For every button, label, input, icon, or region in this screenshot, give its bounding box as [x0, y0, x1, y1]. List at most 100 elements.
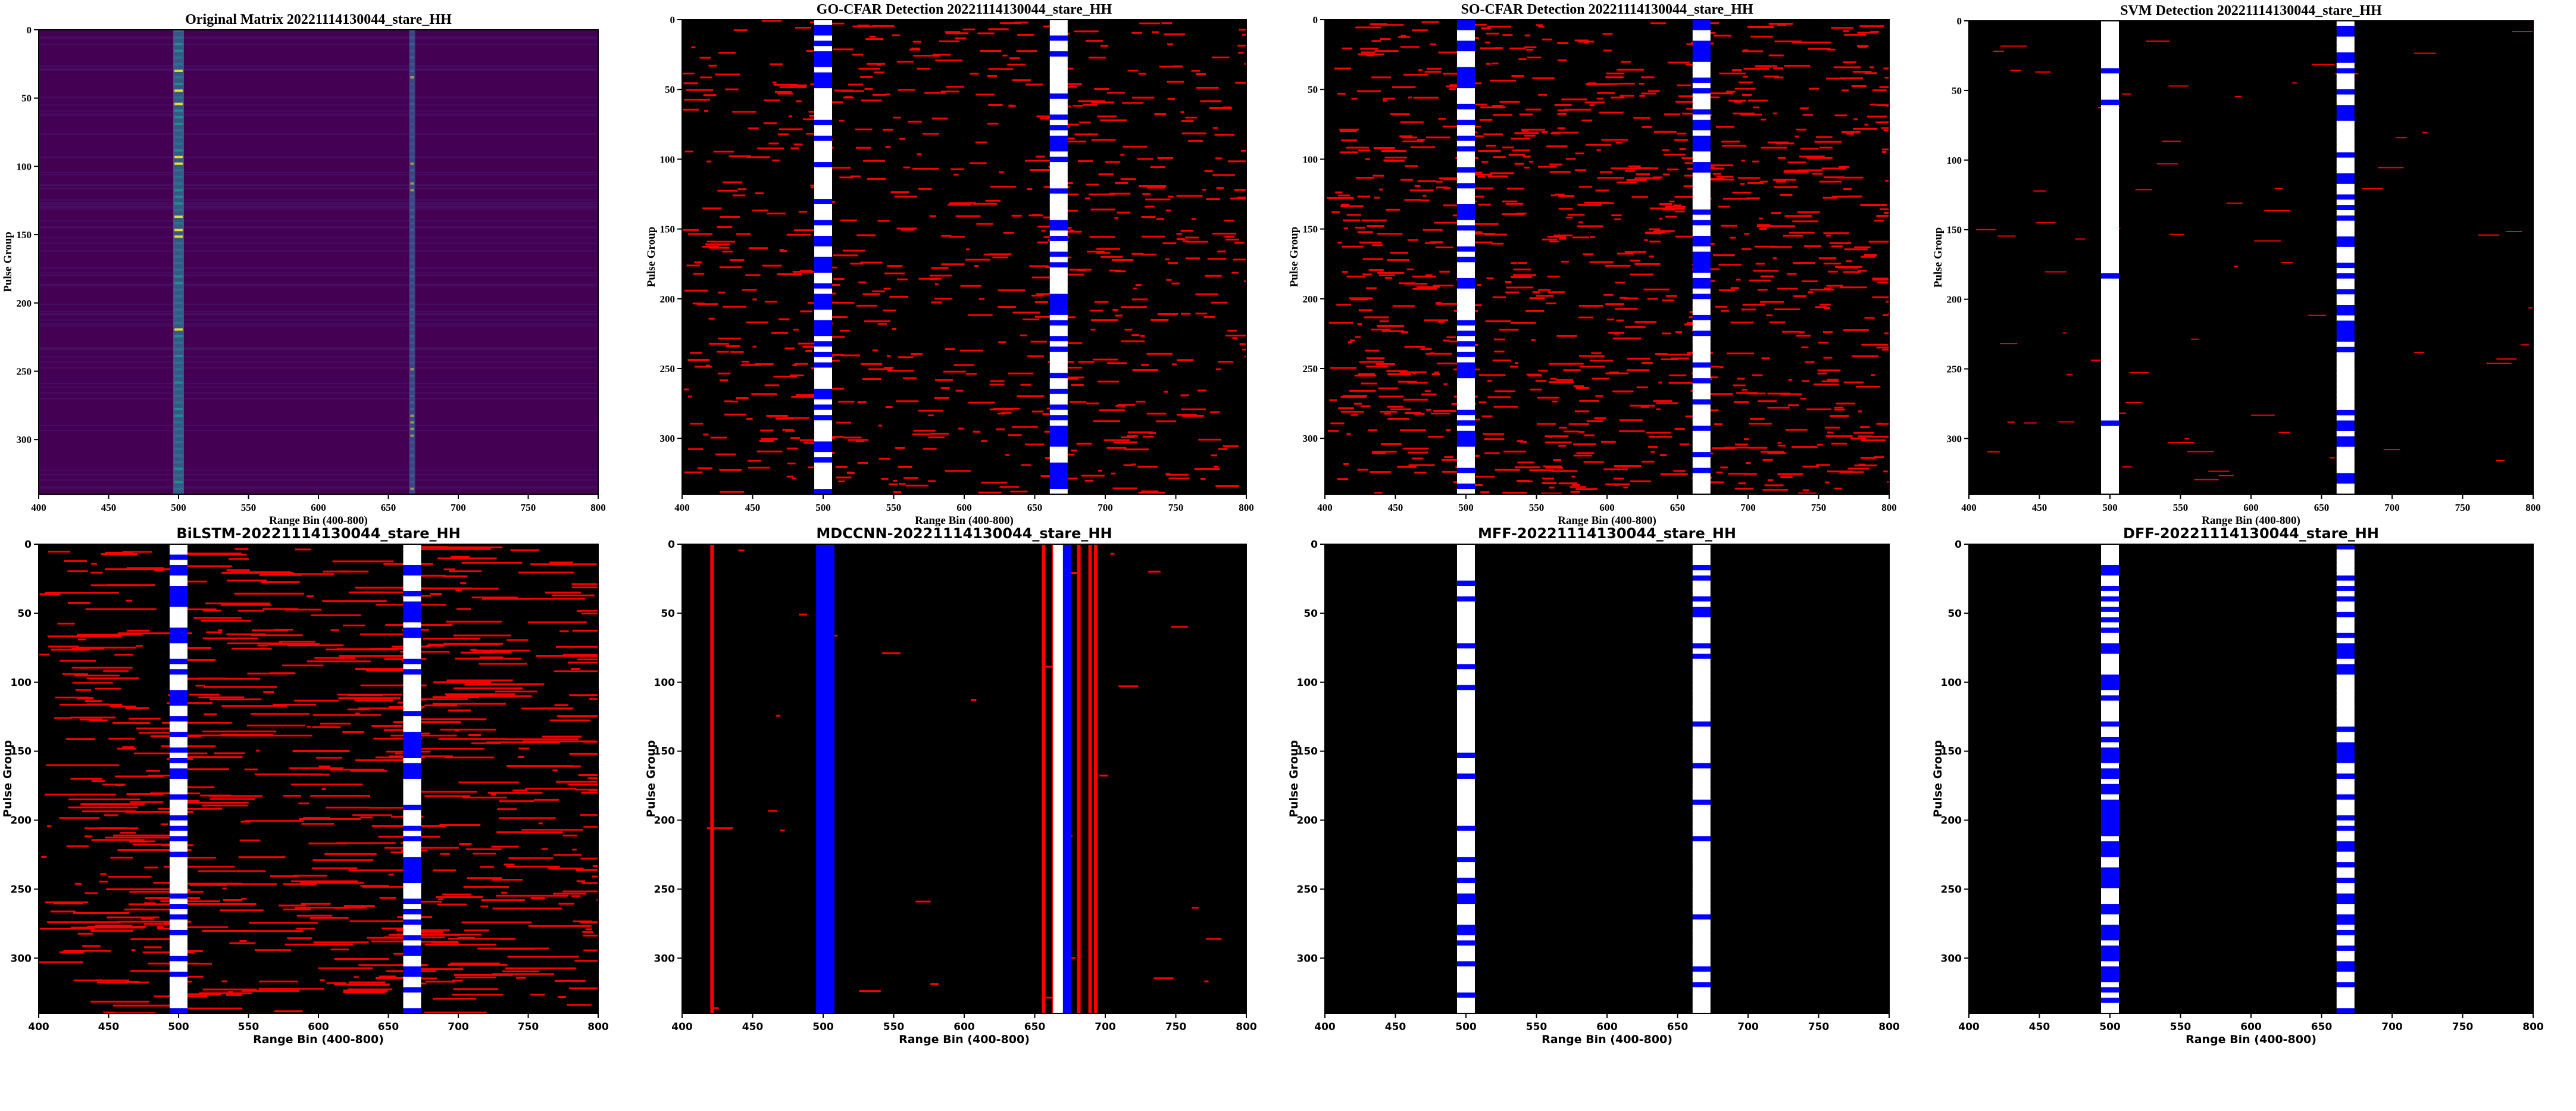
detected-target-cell	[1457, 831, 1475, 837]
false-alarm-mark	[1383, 159, 1394, 161]
target-cell	[174, 142, 183, 145]
false-alarm-mark	[1761, 357, 1770, 360]
false-alarm-mark	[1843, 188, 1852, 191]
false-alarm-mark	[877, 323, 887, 325]
false-alarm-mark	[421, 747, 484, 750]
detected-target-cell	[2336, 804, 2355, 811]
false-alarm-mark	[1524, 167, 1530, 169]
missed-target-cell	[1457, 925, 1475, 931]
detected-target-cell	[1692, 779, 1711, 785]
false-alarm-mark	[1445, 429, 1451, 431]
detected-target-cell	[403, 1003, 421, 1009]
false-alarm-mark	[1205, 274, 1222, 277]
false-alarm-mark	[790, 437, 801, 439]
x-axis-label: Range Bin (400-800)	[269, 514, 368, 527]
false-alarm-mark	[1558, 195, 1575, 197]
missed-target-cell	[814, 394, 832, 400]
detected-target-cell	[814, 473, 832, 479]
false-alarm-mark	[1858, 270, 1867, 272]
false-alarm-mark	[74, 882, 82, 885]
false-alarm-mark	[326, 982, 347, 984]
false-alarm-mark	[1227, 160, 1246, 163]
detected-target-cell	[1457, 560, 1475, 566]
false-alarm-mark	[1036, 115, 1056, 117]
false-alarm-mark	[545, 591, 582, 594]
false-alarm-mark	[1358, 149, 1371, 152]
false-alarm-mark	[581, 882, 598, 884]
false-alarm-mark	[257, 644, 269, 647]
false-alarm-mark	[1854, 464, 1877, 467]
detected-target-cell	[1457, 478, 1475, 485]
detected-target-cell	[2101, 415, 2119, 422]
detected-target-cell	[814, 420, 832, 426]
missed-target-cell	[1457, 40, 1475, 47]
false-alarm-mark	[465, 848, 502, 850]
missed-target-cell	[2336, 478, 2355, 485]
detected-target-cell	[1049, 151, 1068, 158]
false-alarm-mark	[1757, 289, 1768, 291]
false-alarm-mark	[133, 567, 139, 570]
target-cell	[410, 176, 414, 179]
y-tick-label: 300	[17, 434, 32, 445]
detected-target-cell	[1457, 473, 1475, 479]
false-alarm-mark	[1713, 254, 1735, 257]
detected-target-cell	[2336, 581, 2355, 587]
false-alarm-mark	[1764, 484, 1784, 486]
heatmap-background	[39, 30, 598, 494]
false-alarm-mark	[1138, 73, 1147, 75]
missed-target-cell	[1457, 430, 1475, 437]
false-alarm-mark	[1553, 458, 1561, 461]
detected-target-cell	[1692, 483, 1711, 490]
false-alarm-mark	[548, 867, 584, 870]
missed-target-cell	[1457, 825, 1475, 832]
target-cell	[174, 480, 183, 483]
detected-target-cell	[2336, 163, 2355, 169]
missed-target-cell	[2336, 914, 2355, 920]
false-alarm-mark	[1180, 313, 1191, 315]
false-alarm-mark	[1131, 96, 1155, 99]
false-alarm-mark	[1521, 129, 1545, 131]
x-axis-label: Range Bin (400-800)	[899, 1033, 1030, 1046]
false-alarm-band	[710, 544, 714, 1013]
detected-target-cell	[2101, 299, 2119, 305]
detected-target-cell	[1049, 172, 1068, 179]
detected-target-cell	[2101, 690, 2119, 696]
false-alarm-mark	[1851, 355, 1879, 357]
y-tick-label: 200	[1947, 294, 1962, 305]
false-alarm-mark	[1870, 30, 1880, 33]
false-alarm-mark	[696, 303, 718, 305]
false-alarm-mark	[1571, 475, 1575, 478]
detected-target-cell	[2336, 674, 2355, 681]
false-alarm-mark	[1087, 251, 1105, 253]
detected-target-cell	[1457, 30, 1475, 36]
missed-target-cell	[2336, 575, 2355, 582]
false-alarm-mark	[1578, 305, 1603, 307]
false-alarm-mark	[789, 374, 804, 376]
false-alarm-mark	[1633, 117, 1650, 119]
detected-target-cell	[1457, 695, 1475, 701]
false-alarm-mark	[981, 440, 988, 442]
missed-target-cell	[170, 716, 187, 722]
false-alarm-mark	[1140, 364, 1149, 366]
false-alarm-mark	[881, 478, 889, 480]
detected-target-cell	[1049, 162, 1068, 168]
missed-target-cell	[1457, 753, 1475, 759]
detected-target-cell	[2101, 664, 2119, 670]
y-tick-label: 100	[11, 677, 32, 689]
y-axis-label: Pulse Group	[645, 740, 658, 817]
false-alarm-mark	[720, 491, 745, 493]
detected-target-cell	[1692, 225, 1711, 232]
false-alarm-mark	[1709, 242, 1715, 245]
false-alarm-mark	[798, 613, 808, 616]
false-alarm-mark	[1778, 444, 1786, 447]
false-alarm-mark	[808, 111, 819, 113]
heatmap-clutter-line	[39, 242, 598, 244]
x-tick-label: 800	[1239, 502, 1254, 513]
detected-target-cell	[1049, 410, 1068, 416]
detected-target-cell	[2101, 189, 2119, 195]
false-alarm-mark	[480, 905, 489, 907]
false-alarm-mark	[1086, 183, 1099, 186]
false-alarm-mark	[700, 76, 712, 79]
false-alarm-mark	[803, 442, 815, 444]
false-alarm-mark	[1008, 104, 1014, 107]
